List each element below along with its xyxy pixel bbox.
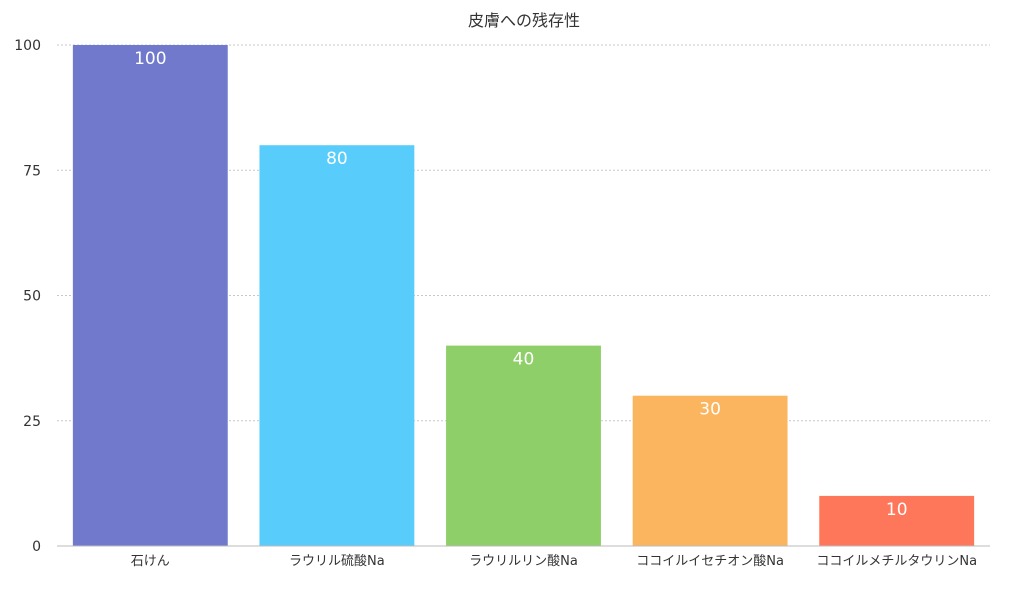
x-axis-ticks: 石けん ラウリル硫酸Na ラウリルリン酸Na ココイルイセチオン酸Na ココイルメチルタ… — [131, 554, 977, 569]
y-tick-label: 0 — [32, 539, 41, 555]
y-axis-ticks: 0 25 50 75 100 — [14, 38, 41, 555]
y-tick-label: 100 — [14, 38, 41, 54]
y-tick-label: 25 — [23, 414, 41, 430]
grid-lines — [57, 44, 990, 422]
bar — [446, 345, 601, 546]
bar — [259, 145, 415, 546]
bar — [632, 395, 788, 546]
bar — [819, 495, 975, 546]
x-tick-label: ココイルメチルタウリンNa — [816, 554, 977, 569]
bars — [72, 45, 975, 546]
data-label: 10 — [886, 500, 908, 520]
data-label: 40 — [513, 350, 535, 370]
data-labels: 100 80 40 30 10 — [134, 49, 907, 520]
x-tick-label: ラウリルリン酸Na — [469, 554, 578, 569]
data-label: 30 — [699, 400, 721, 420]
x-tick-label: ラウリル硫酸Na — [289, 554, 385, 569]
data-label: 80 — [326, 149, 348, 169]
bar — [72, 45, 228, 546]
x-tick-label: ココイルイセチオン酸Na — [636, 554, 784, 569]
x-tick-label: 石けん — [131, 554, 170, 569]
chart-title: 皮膚への残存性 — [468, 11, 580, 30]
y-tick-label: 75 — [23, 163, 41, 179]
data-label: 100 — [134, 49, 166, 69]
y-tick-label: 50 — [23, 289, 41, 305]
